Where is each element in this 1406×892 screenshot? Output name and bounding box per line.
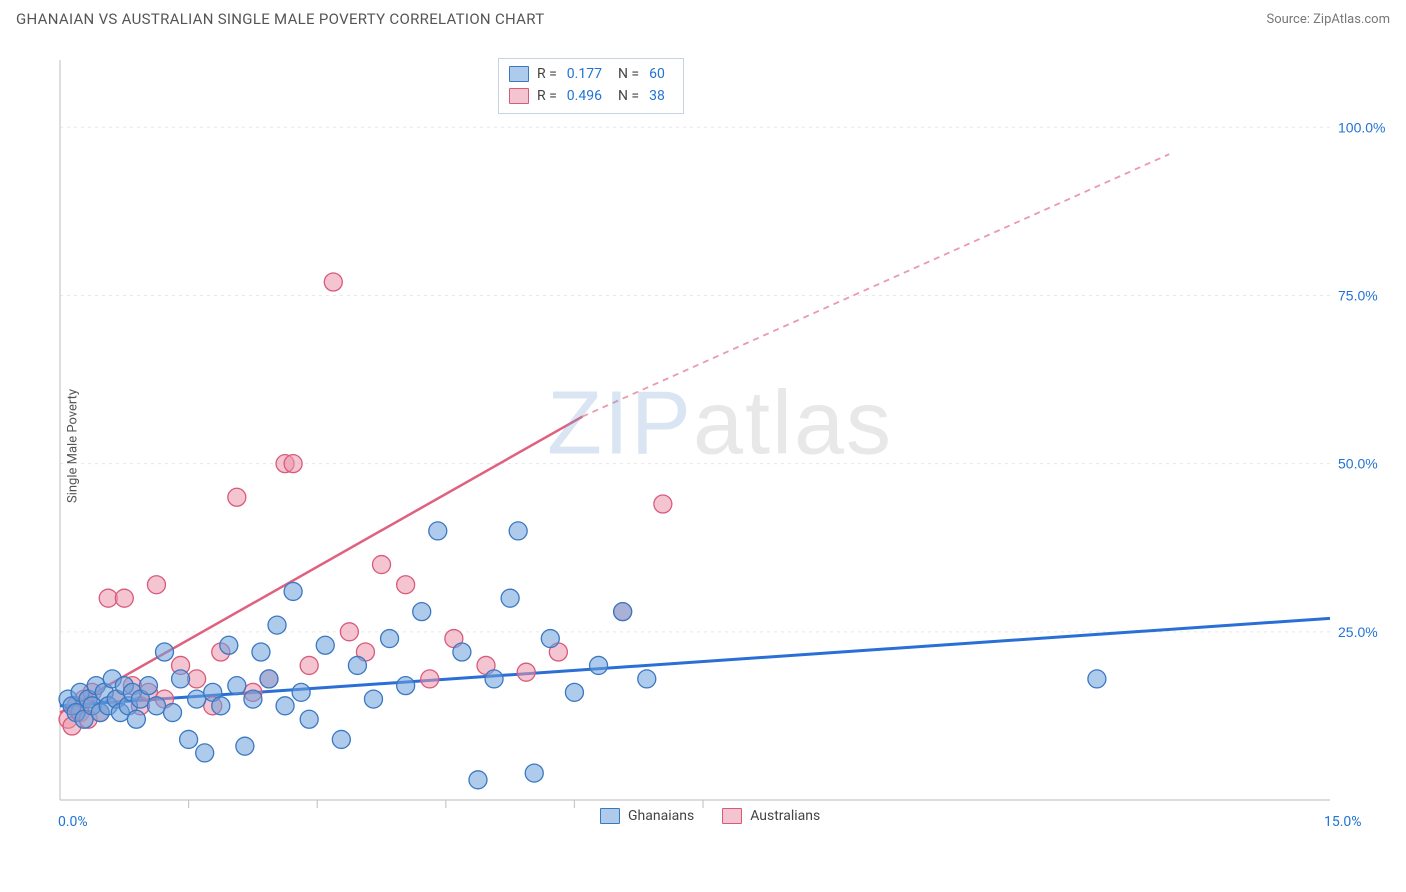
ghanaians-swatch-icon	[600, 808, 620, 824]
stat-r-label: R =	[537, 63, 557, 85]
legend-item-ghanaians: Ghanaians	[600, 808, 694, 824]
stat-n-label: N =	[618, 63, 639, 85]
stat-r-value-ghanaians: 0.177	[567, 63, 602, 85]
legend-label-ghanaians: Ghanaians	[628, 808, 694, 824]
stat-n-value-australians: 38	[649, 85, 665, 107]
x-axis-min-label: 0.0%	[58, 814, 88, 830]
stat-n-label: N =	[618, 85, 639, 107]
x-axis-max-label: 15.0%	[1324, 814, 1362, 830]
correlation-stat-box: R = 0.177 N = 60 R = 0.496 N = 38	[498, 58, 684, 114]
legend-item-australians: Australians	[722, 808, 820, 824]
stat-row-australians: R = 0.496 N = 38	[509, 85, 673, 107]
ghanaians-swatch-icon	[509, 66, 529, 82]
svg-text:50.0%: 50.0%	[1338, 456, 1378, 472]
svg-text:100.0%: 100.0%	[1338, 119, 1385, 135]
chart-title: GHANAIAN VS AUSTRALIAN SINGLE MALE POVER…	[16, 10, 544, 28]
svg-text:75.0%: 75.0%	[1338, 287, 1378, 303]
stat-row-ghanaians: R = 0.177 N = 60	[509, 63, 673, 85]
svg-text:25.0%: 25.0%	[1338, 624, 1378, 640]
australians-swatch-icon	[509, 88, 529, 104]
stat-r-label: R =	[537, 85, 557, 107]
scatter-chart-svg: 25.0% 50.0% 75.0% 100.0%	[50, 50, 1390, 830]
chart-area: 25.0%50.0%75.0%100.0% ZIPatlas R = 0.177…	[50, 50, 1390, 830]
stat-n-value-ghanaians: 60	[649, 63, 665, 85]
stat-r-value-australians: 0.496	[567, 85, 602, 107]
legend: Ghanaians Australians	[600, 808, 820, 824]
source-attribution: Source: ZipAtlas.com	[1266, 12, 1390, 27]
legend-label-australians: Australians	[750, 808, 820, 824]
australians-swatch-icon	[722, 808, 742, 824]
